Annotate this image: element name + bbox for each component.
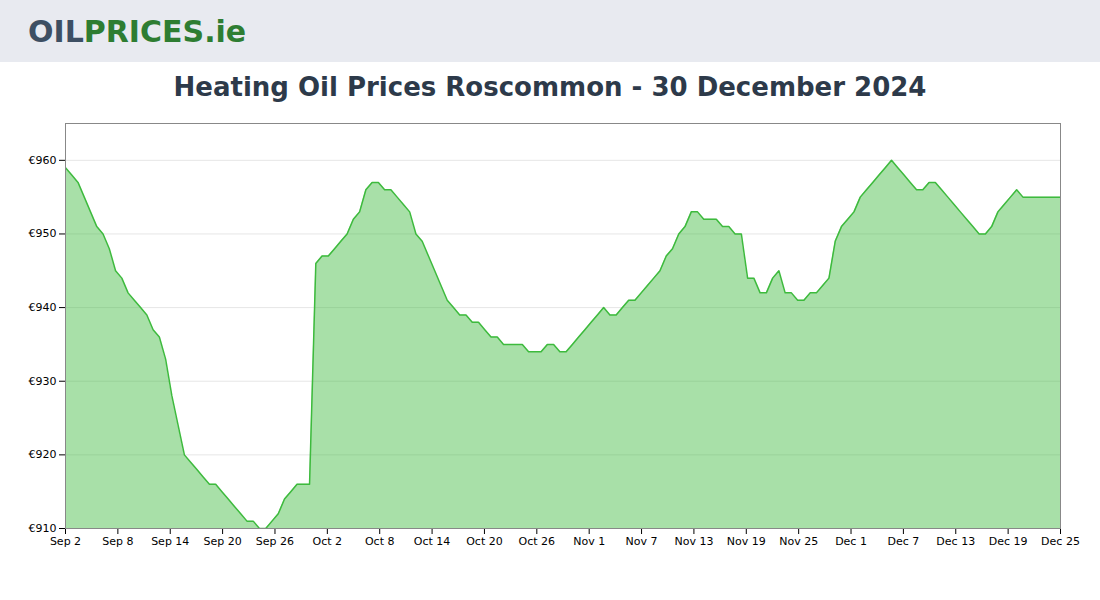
- svg-text:Nov 19: Nov 19: [727, 535, 766, 548]
- svg-text:Oct 8: Oct 8: [365, 535, 395, 548]
- svg-text:Oct 26: Oct 26: [519, 535, 556, 548]
- svg-text:€910: €910: [29, 522, 57, 535]
- svg-text:Nov 13: Nov 13: [674, 535, 713, 548]
- svg-text:Oct 20: Oct 20: [466, 535, 503, 548]
- svg-text:Sep 2: Sep 2: [50, 535, 81, 548]
- svg-text:Dec 7: Dec 7: [888, 535, 920, 548]
- svg-text:Oct 14: Oct 14: [414, 535, 451, 548]
- svg-text:Oct 2: Oct 2: [313, 535, 343, 548]
- svg-text:Dec 13: Dec 13: [936, 535, 975, 548]
- svg-text:Dec 1: Dec 1: [835, 535, 867, 548]
- svg-text:Nov 7: Nov 7: [626, 535, 658, 548]
- svg-text:Dec 19: Dec 19: [989, 535, 1028, 548]
- html-text:OIL PRICES.ie: OIL PRICES.ie: [28, 13, 247, 49]
- svg-text:Sep 20: Sep 20: [203, 535, 241, 548]
- svg-text:Sep 14: Sep 14: [151, 535, 189, 548]
- svg-text:€940: €940: [29, 301, 57, 314]
- svg-text:Nov 25: Nov 25: [779, 535, 818, 548]
- svg-text:Sep 26: Sep 26: [256, 535, 294, 548]
- html-text:Heating Oil Prices Roscommon -: Heating Oil Prices Roscommon - 30 Decemb…: [173, 72, 927, 102]
- svg-text:Nov 1: Nov 1: [573, 535, 605, 548]
- svg-text:€950: €950: [29, 227, 57, 240]
- svg-text:€920: €920: [29, 448, 57, 461]
- svg-text:€960: €960: [29, 154, 57, 167]
- svg-text:Sep 8: Sep 8: [102, 535, 133, 548]
- svg-text:Dec 25: Dec 25: [1041, 535, 1080, 548]
- svg-text:€930: €930: [29, 375, 57, 388]
